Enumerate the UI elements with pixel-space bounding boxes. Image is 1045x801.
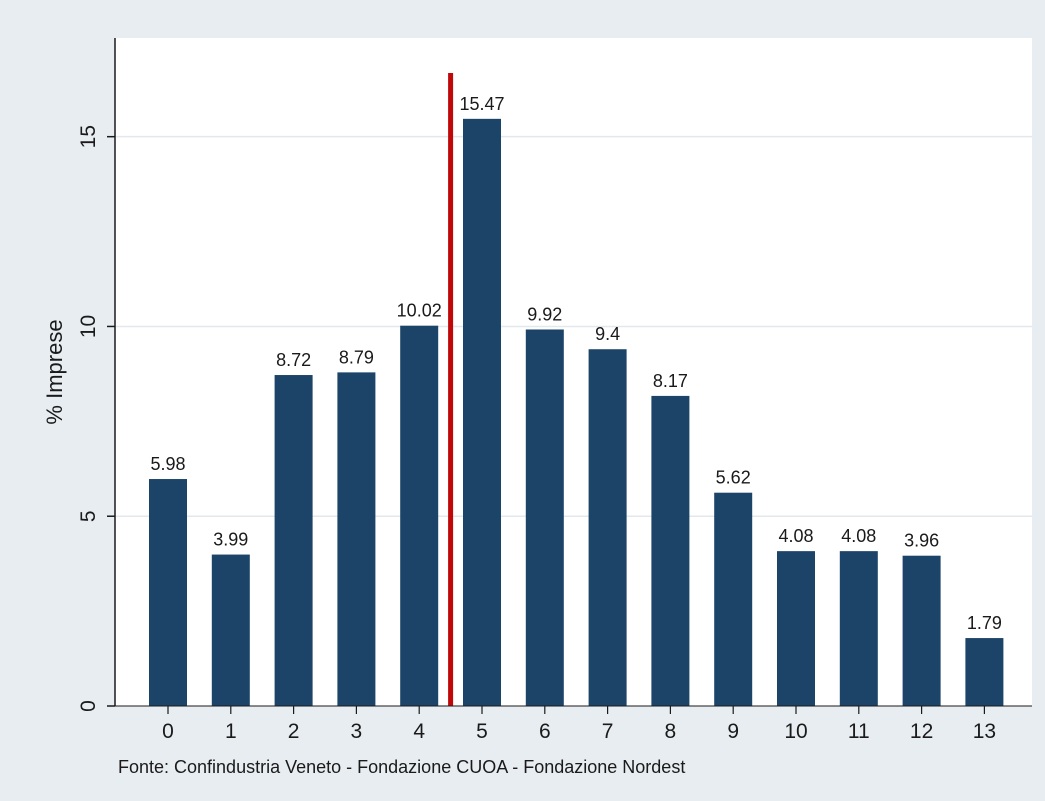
data-label-0: 5.98 [150, 454, 185, 474]
data-label-2: 8.72 [276, 350, 311, 370]
x-tick-label-6: 6 [539, 720, 551, 743]
y-axis-ticks: 0 5 10 15 [77, 125, 115, 712]
y-tick-label-15: 15 [77, 125, 100, 148]
bar-12 [902, 555, 941, 706]
bar-5 [463, 118, 501, 706]
bar-1 [211, 554, 250, 706]
bar-2 [274, 375, 313, 706]
data-label-3: 8.79 [339, 347, 374, 367]
bar-0 [149, 479, 187, 706]
data-label-4: 10.02 [397, 301, 442, 321]
x-axis-ticks: 0 1 2 3 4 5 6 7 8 9 10 11 12 13 [162, 706, 996, 743]
data-label-12: 3.96 [904, 531, 939, 551]
bar-3 [337, 372, 376, 706]
y-tick-label-5: 5 [77, 510, 100, 522]
source-note: Fonte: Confindustria Veneto - Fondazione… [118, 757, 685, 777]
data-labels: 5.98 3.99 8.72 8.79 10.02 15.47 9.92 9.4 8.17 5.6… [150, 94, 1001, 633]
bar-8 [651, 395, 690, 706]
x-tick-label-3: 3 [351, 720, 363, 743]
x-tick-label-9: 9 [727, 720, 739, 743]
x-tick-label-5: 5 [476, 720, 488, 743]
data-label-11: 4.08 [841, 526, 876, 546]
plot-area [115, 38, 1032, 706]
data-label-5: 15.47 [459, 94, 504, 114]
bar-4 [400, 325, 439, 706]
x-tick-label-12: 12 [910, 720, 933, 743]
x-tick-label-7: 7 [602, 720, 614, 743]
y-tick-label-10: 10 [77, 315, 100, 338]
y-tick-label-0: 0 [77, 700, 100, 712]
x-tick-label-2: 2 [288, 720, 300, 743]
data-label-13: 1.79 [967, 613, 1002, 633]
data-label-1: 3.99 [213, 530, 248, 550]
x-tick-label-10: 10 [784, 720, 807, 743]
y-axis-title: % Imprese [42, 319, 67, 424]
data-label-8: 8.17 [653, 371, 688, 391]
x-tick-label-13: 13 [973, 720, 996, 743]
bars [149, 118, 1004, 706]
x-tick-label-11: 11 [848, 720, 870, 743]
axes [114, 38, 1032, 707]
bar-7 [588, 349, 627, 706]
data-label-7: 9.4 [595, 324, 620, 344]
bar-11 [839, 551, 878, 706]
data-label-9: 5.62 [716, 468, 751, 488]
data-label-10: 4.08 [778, 526, 813, 546]
bar-9 [714, 492, 753, 706]
bar-10 [777, 551, 815, 706]
x-tick-label-8: 8 [665, 720, 677, 743]
x-tick-label-1: 1 [225, 720, 237, 743]
data-label-6: 9.92 [527, 304, 562, 324]
x-tick-label-4: 4 [413, 720, 425, 743]
x-tick-label-0: 0 [162, 720, 174, 743]
bar-6 [525, 329, 564, 706]
bar-13 [965, 638, 1004, 706]
gridlines [115, 135, 1032, 517]
